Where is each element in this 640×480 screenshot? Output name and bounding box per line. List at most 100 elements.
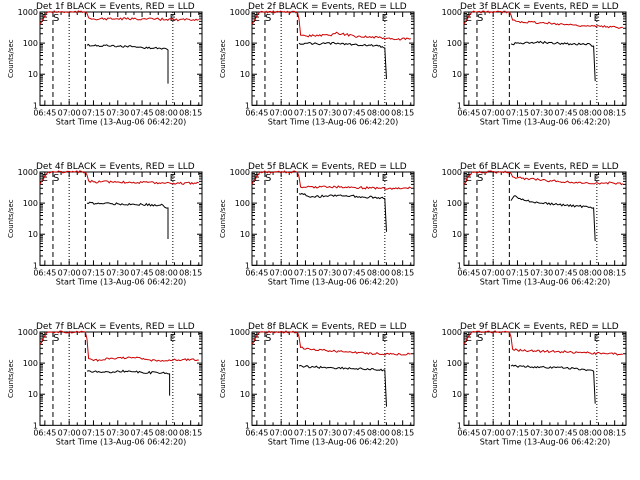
y-axis-label: Counts/sec xyxy=(219,359,227,398)
x-tick-label: 07:30 xyxy=(530,428,553,437)
events-series-line xyxy=(86,201,169,239)
y-axis-label: Counts/sec xyxy=(431,39,439,78)
panel-title: Det 8f BLACK = Events, RED = LLD xyxy=(248,322,407,332)
marker-label: E xyxy=(382,173,388,184)
lld-series-line xyxy=(39,330,199,362)
panel-title: Det 7f BLACK = Events, RED = LLD xyxy=(36,322,195,332)
y-tick-label: 100 xyxy=(447,359,462,368)
marker-label: E xyxy=(594,333,600,344)
x-axis-label: Start Time (13-Aug-06 06:42:20) xyxy=(268,117,399,126)
y-axis-label: Counts/sec xyxy=(7,199,15,238)
x-tick-label: 07:15 xyxy=(506,108,529,117)
x-tick-label: 07:45 xyxy=(555,428,578,437)
x-tick-label: 07:15 xyxy=(82,428,105,437)
y-tick-label: 100 xyxy=(447,39,462,48)
y-tick-label: 1 xyxy=(245,101,250,110)
panel-det-2: Det 2f BLACK = Events, RED = LLD 1 10 100 10… xyxy=(219,2,415,126)
x-tick-label: 07:30 xyxy=(530,268,553,277)
x-tick-label: 06:45 xyxy=(245,108,268,117)
y-tick-label: 1000 xyxy=(230,328,250,337)
y-tick-label: 1 xyxy=(33,421,38,430)
x-tick-label: 06:45 xyxy=(457,108,480,117)
x-axis-label: Start Time (13-Aug-06 06:42:20) xyxy=(268,277,399,286)
panel-det-1: Det 1f BLACK = Events, RED = LLD 1 10 100 10… xyxy=(7,2,203,126)
panel-title: Det 4f BLACK = Events, RED = LLD xyxy=(36,162,195,172)
x-tick-label: 07:15 xyxy=(82,108,105,117)
y-axis-label: Counts/sec xyxy=(431,199,439,238)
y-tick-label: 1 xyxy=(245,261,250,270)
x-axis-label: Start Time (13-Aug-06 06:42:20) xyxy=(56,117,187,126)
y-tick-label: 1 xyxy=(457,421,462,430)
x-tick-label: 07:00 xyxy=(58,428,81,437)
y-tick-label: 100 xyxy=(23,359,38,368)
panel-title: Det 1f BLACK = Events, RED = LLD xyxy=(36,2,195,12)
x-tick-label: 07:30 xyxy=(318,268,341,277)
marker-label: E xyxy=(382,333,388,344)
marker-label: E xyxy=(466,333,472,344)
y-axis-label: Counts/sec xyxy=(219,39,227,78)
marker-label: E xyxy=(42,173,48,184)
x-tick-label: 06:45 xyxy=(245,428,268,437)
y-tick-label: 100 xyxy=(235,199,250,208)
x-tick-label: 07:30 xyxy=(106,268,129,277)
x-tick-label: 07:30 xyxy=(106,108,129,117)
x-tick-label: 07:45 xyxy=(555,268,578,277)
events-series-line xyxy=(510,195,596,242)
x-tick-label: 08:15 xyxy=(391,108,414,117)
marker-label: E xyxy=(382,13,388,24)
y-tick-label: 1000 xyxy=(442,8,462,17)
x-tick-label: 07:45 xyxy=(131,268,154,277)
x-tick-label: 07:00 xyxy=(58,108,81,117)
events-series-line xyxy=(86,43,169,84)
x-axis-label: Start Time (13-Aug-06 06:42:20) xyxy=(56,437,187,446)
x-tick-label: 08:00 xyxy=(155,268,178,277)
panel-title: Det 2f BLACK = Events, RED = LLD xyxy=(248,2,407,12)
x-tick-label: 06:45 xyxy=(457,268,480,277)
x-tick-label: 07:30 xyxy=(530,108,553,117)
x-tick-label: 07:00 xyxy=(270,108,293,117)
panel-title: Det 9f BLACK = Events, RED = LLD xyxy=(460,322,619,332)
marker-label: S xyxy=(265,173,271,184)
y-tick-label: 1000 xyxy=(18,168,38,177)
panel-det-6: Det 6f BLACK = Events, RED = LLD 1 10 100 10… xyxy=(431,162,627,286)
events-series-line xyxy=(510,40,596,82)
lld-series-line xyxy=(463,170,624,186)
marker-label: S xyxy=(53,13,59,24)
x-tick-label: 07:15 xyxy=(506,428,529,437)
events-series-line xyxy=(86,369,171,396)
y-tick-label: 10 xyxy=(28,230,38,239)
x-tick-label: 08:15 xyxy=(179,108,202,117)
y-tick-label: 10 xyxy=(240,390,250,399)
x-axis-label: Start Time (13-Aug-06 06:42:20) xyxy=(268,437,399,446)
lld-series-line xyxy=(463,330,623,356)
lld-series-line xyxy=(251,10,411,41)
events-series-line xyxy=(510,364,596,404)
marker-label: E xyxy=(170,13,176,24)
marker-label: E xyxy=(254,173,260,184)
marker-label: E xyxy=(254,333,260,344)
panel-det-5: Det 5f BLACK = Events, RED = LLD 1 10 100 10… xyxy=(219,162,415,286)
marker-label: E xyxy=(42,13,48,24)
x-tick-label: 07:45 xyxy=(555,108,578,117)
x-tick-label: 07:45 xyxy=(131,108,154,117)
y-tick-label: 1 xyxy=(33,261,38,270)
y-axis-label: Counts/sec xyxy=(7,39,15,78)
marker-label: E xyxy=(170,173,176,184)
x-tick-label: 07:00 xyxy=(482,428,505,437)
plot-frame xyxy=(251,331,415,426)
x-tick-label: 08:00 xyxy=(579,428,602,437)
x-tick-label: 07:15 xyxy=(294,108,317,117)
x-tick-label: 07:15 xyxy=(506,268,529,277)
x-tick-label: 07:30 xyxy=(318,428,341,437)
y-axis-label: Counts/sec xyxy=(7,359,15,398)
marker-label: S xyxy=(265,333,271,344)
y-tick-label: 10 xyxy=(28,390,38,399)
x-tick-label: 07:45 xyxy=(343,428,366,437)
marker-label: E xyxy=(254,13,260,24)
x-tick-label: 08:15 xyxy=(179,268,202,277)
x-tick-label: 06:45 xyxy=(33,268,56,277)
marker-label: E xyxy=(170,333,176,344)
x-tick-label: 07:45 xyxy=(343,268,366,277)
y-axis-label: Counts/sec xyxy=(219,199,227,238)
